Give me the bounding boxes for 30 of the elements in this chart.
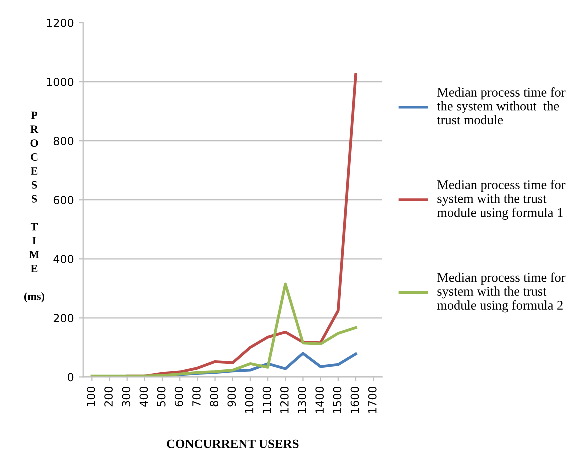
x-tick-label: 1100 (262, 386, 272, 414)
x-tick-label: 100 (86, 386, 96, 406)
x-tick-label: 300 (122, 386, 131, 407)
y-tick-label: 1200 (47, 18, 74, 28)
x-tick-label: 1700 (368, 386, 377, 414)
x-tick-label: 1000 (245, 386, 254, 414)
text: PROCESS TIME (ms) (24, 112, 44, 303)
x-tick-label: 900 (228, 386, 236, 407)
x-tick-label: 200 (104, 386, 113, 407)
y-tick-label: 400 (54, 255, 74, 264)
x-tick-label: 700 (192, 386, 201, 407)
y-tick-label: 800 (54, 137, 74, 146)
x-tick-label: 1400 (316, 386, 324, 414)
x-tick-label: 1600 (350, 386, 360, 414)
legend-label: Median process time for system with the trust module using formula 1 (437, 180, 566, 220)
y-tick-label: 0 (68, 373, 74, 382)
legend-label: Median process time for the system without the trust module (437, 88, 566, 125)
legend-label: Median process time for system with the trust module using formula 2 (437, 272, 566, 313)
x-tick-label: 1300 (298, 386, 306, 414)
x-tick-label: 600 (174, 386, 184, 407)
line-series (90, 282, 358, 378)
x-tick-label: 500 (157, 386, 166, 407)
x-tick-label: 1500 (333, 386, 342, 414)
x-tick-label: 800 (210, 386, 219, 407)
x-tick-label: 1200 (280, 386, 289, 414)
y-tick-label: 1000 (47, 78, 74, 86)
x-tick-label: 400 (140, 386, 148, 407)
y-tick-label: 600 (54, 196, 74, 204)
y-tick-label: 200 (54, 314, 74, 323)
x-axis-title: CONCURRENT USERS (167, 440, 299, 448)
